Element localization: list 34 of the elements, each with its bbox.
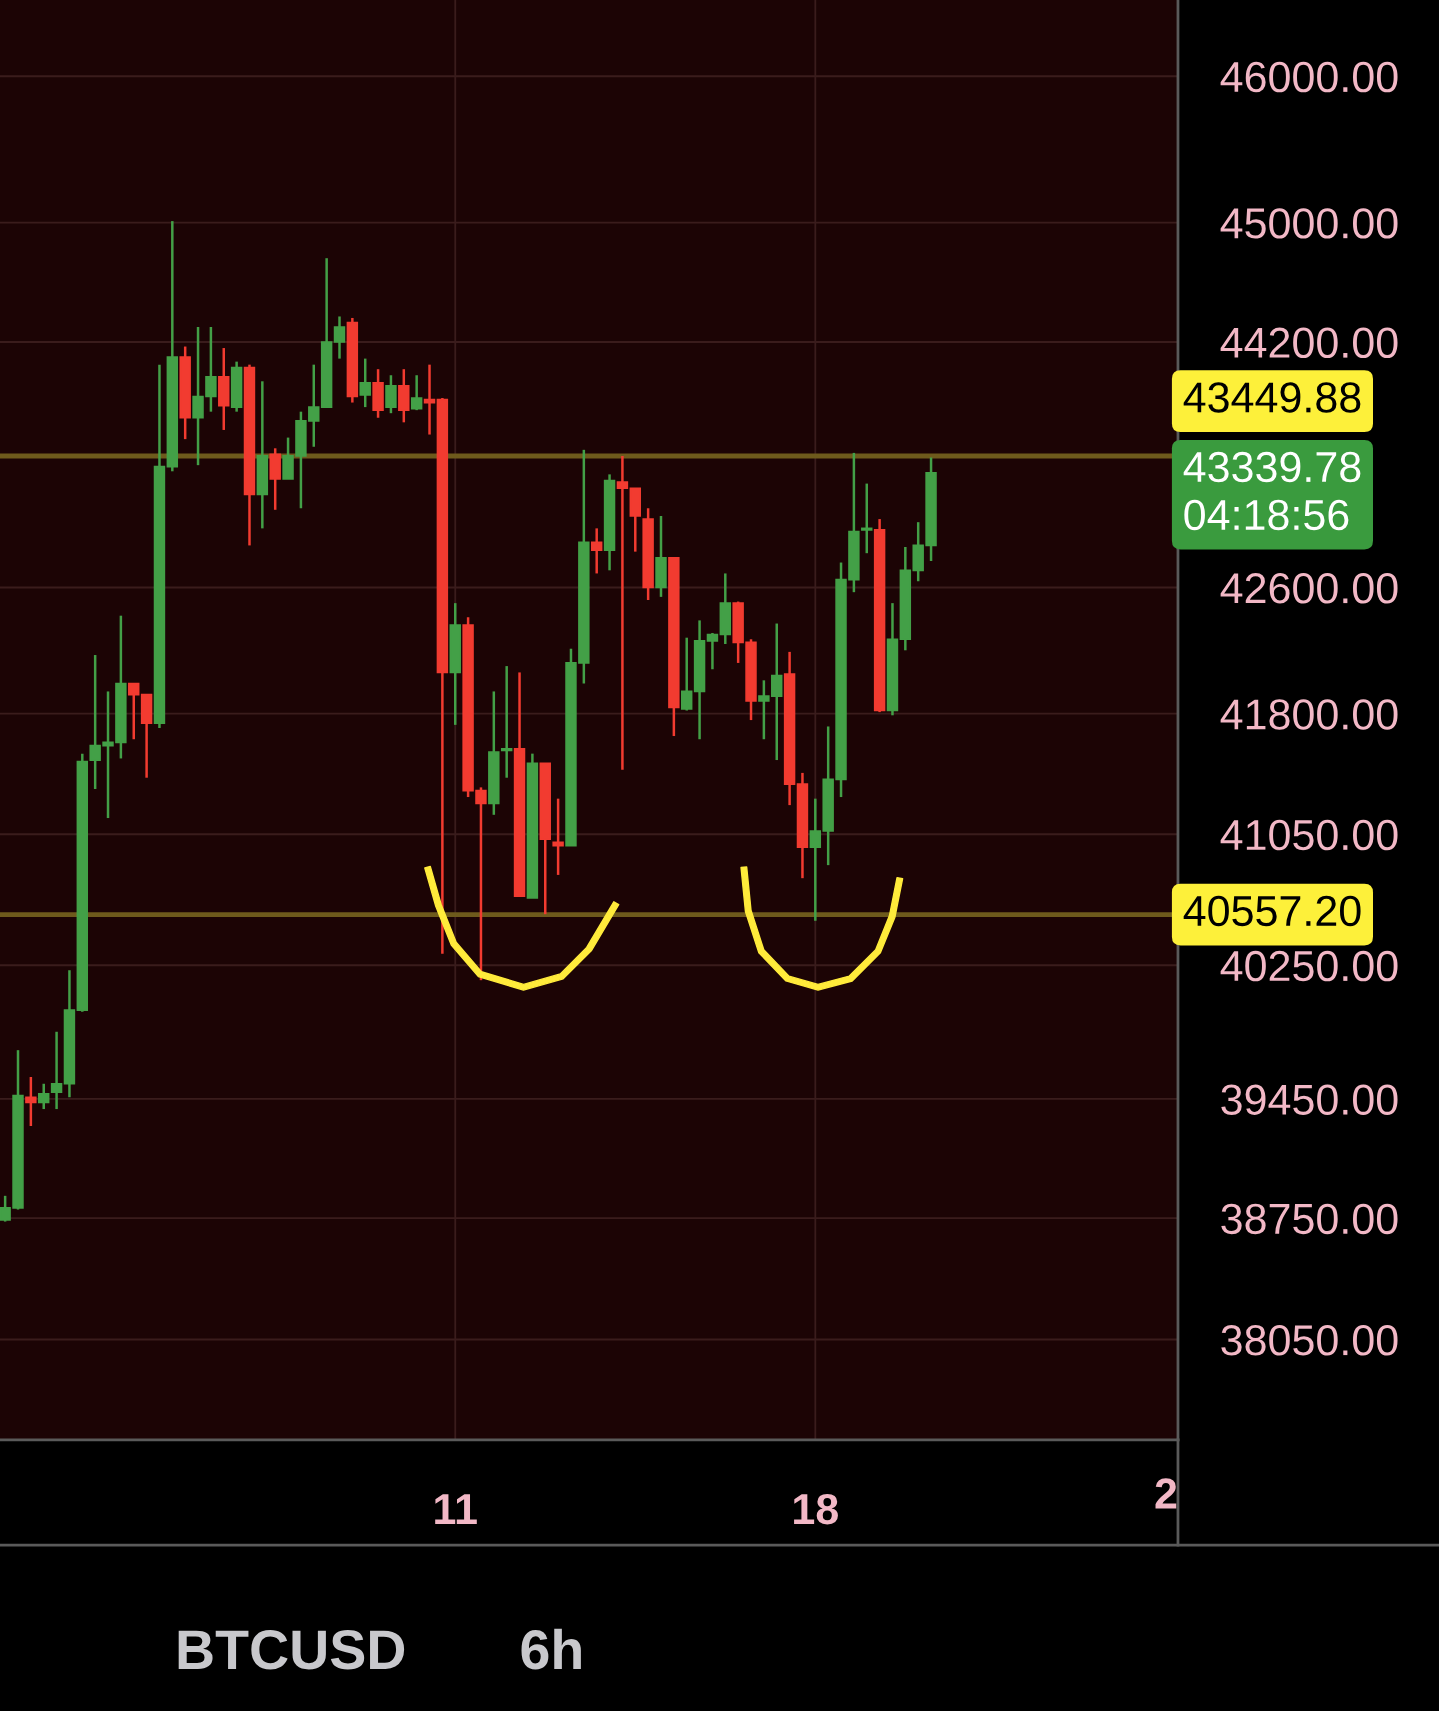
text: 6h <box>521 1628 581 1670</box>
candlestick <box>50 1030 63 1111</box>
candlestick <box>680 636 693 712</box>
ref-line-label: 40557.20 <box>1183 895 1361 927</box>
y-tick-label: 38050.00 <box>1221 1325 1398 1356</box>
candlestick <box>38 1082 50 1111</box>
candlestick <box>128 682 140 741</box>
y-tick-label: 42600.00 <box>1220 573 1398 604</box>
text: 43339.78 <box>1183 451 1361 483</box>
candlestick <box>333 315 346 360</box>
candlestick <box>385 373 397 415</box>
x-tick-label: 11 <box>435 1494 477 1524</box>
ref-line-label: 43449.88 <box>1183 382 1361 413</box>
y-tick-label: 41800.00 <box>1220 699 1398 730</box>
candlestick <box>616 454 629 771</box>
candlestick <box>25 1075 37 1128</box>
text: 2 <box>1155 1478 1177 1509</box>
y-tick-label: 38750.00 <box>1221 1203 1398 1235</box>
y-tick-label: 46000.00 <box>1220 61 1398 93</box>
y-tick-label: 39450.00 <box>1221 1084 1398 1115</box>
candlestick <box>500 664 513 779</box>
candlestick <box>590 527 603 575</box>
y-tick-label: 44200.00 <box>1220 327 1398 359</box>
candlestick <box>861 482 873 555</box>
text: 04:18:56 <box>1184 499 1349 531</box>
candlestick <box>410 373 423 412</box>
candlestick <box>706 631 719 671</box>
y-tick-label: 41050.00 <box>1220 819 1398 851</box>
text: BTCUSD <box>178 1630 405 1670</box>
candlestick <box>552 797 564 877</box>
candlestick <box>359 357 371 409</box>
y-tick-label: 45000.00 <box>1220 208 1398 239</box>
x-tick-label: 18 <box>794 1493 838 1525</box>
y-tick-label: 40250.00 <box>1220 950 1398 982</box>
